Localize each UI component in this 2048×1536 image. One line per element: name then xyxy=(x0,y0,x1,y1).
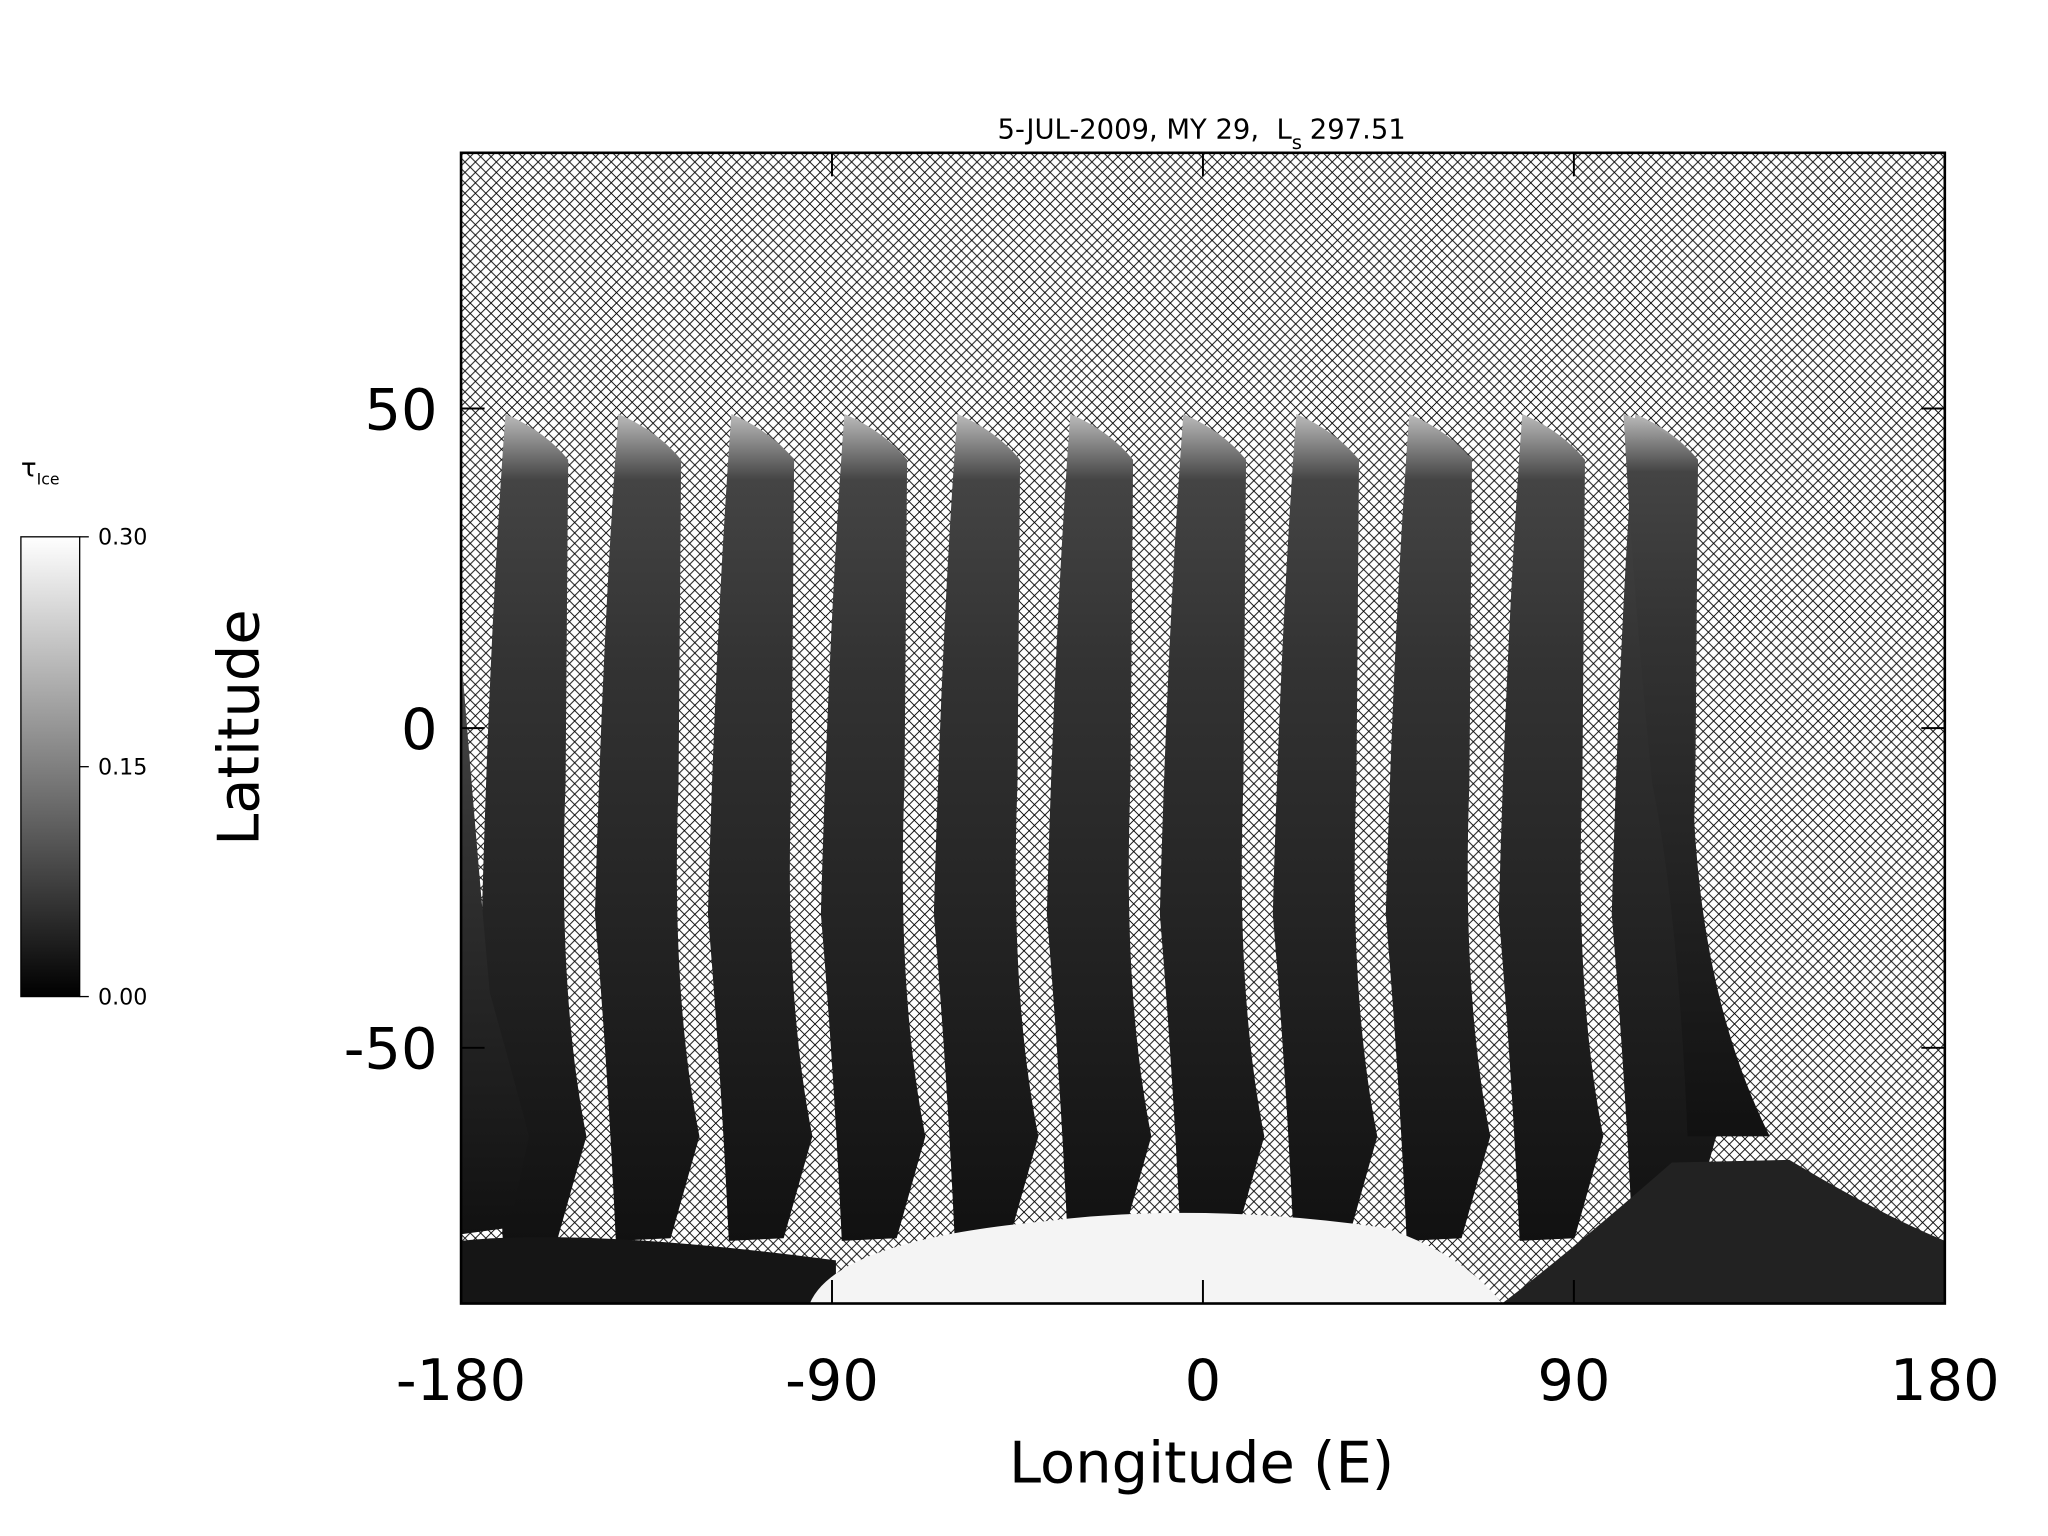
polar-band xyxy=(461,1237,836,1304)
colorbar-tick-label: 0.15 xyxy=(98,755,147,781)
swaths xyxy=(461,414,1945,1304)
swath xyxy=(1159,414,1265,1241)
y-tick-label: 50 xyxy=(364,376,437,443)
swath xyxy=(1385,414,1491,1241)
title-subscript: s xyxy=(1292,131,1302,154)
colorbar-tick-label: 0.30 xyxy=(98,525,147,551)
title-text: 5-JUL-2009, MY 29, L xyxy=(998,114,1293,145)
x-axis-label: Longitude (E) xyxy=(1009,1429,1394,1496)
bright-cap xyxy=(809,1212,1503,1304)
polar-band xyxy=(1502,1159,1945,1304)
colorbar-label: τIce xyxy=(21,454,60,489)
swath xyxy=(1046,414,1152,1241)
swath xyxy=(707,414,813,1241)
y-tick-label: 0 xyxy=(401,696,438,763)
colorbar-symbol: τ xyxy=(21,454,37,484)
x-tick-label: -180 xyxy=(396,1347,526,1414)
y-tick-label: -50 xyxy=(344,1016,438,1083)
swath xyxy=(1623,414,1770,1137)
chart-title: 5-JUL-2009, MY 29, Ls 297.51 xyxy=(998,114,1406,153)
x-tick-label: 0 xyxy=(1185,1347,1222,1414)
swath xyxy=(594,414,700,1241)
swath xyxy=(481,414,587,1241)
swath xyxy=(933,414,1039,1241)
swath xyxy=(1272,414,1378,1241)
x-tick-label: 180 xyxy=(1890,1347,2000,1414)
x-tick-label: -90 xyxy=(785,1347,879,1414)
x-tick-label: 90 xyxy=(1537,1347,1610,1414)
y-axis-label: Latitude xyxy=(206,609,273,845)
title-value: 297.51 xyxy=(1310,114,1406,145)
colorbar-subscript: Ice xyxy=(37,470,60,489)
swath xyxy=(461,653,529,1235)
colorbar xyxy=(20,536,81,998)
colorbar-tick-label: 0.00 xyxy=(98,984,147,1010)
swath xyxy=(1498,414,1604,1241)
swath xyxy=(820,414,926,1241)
